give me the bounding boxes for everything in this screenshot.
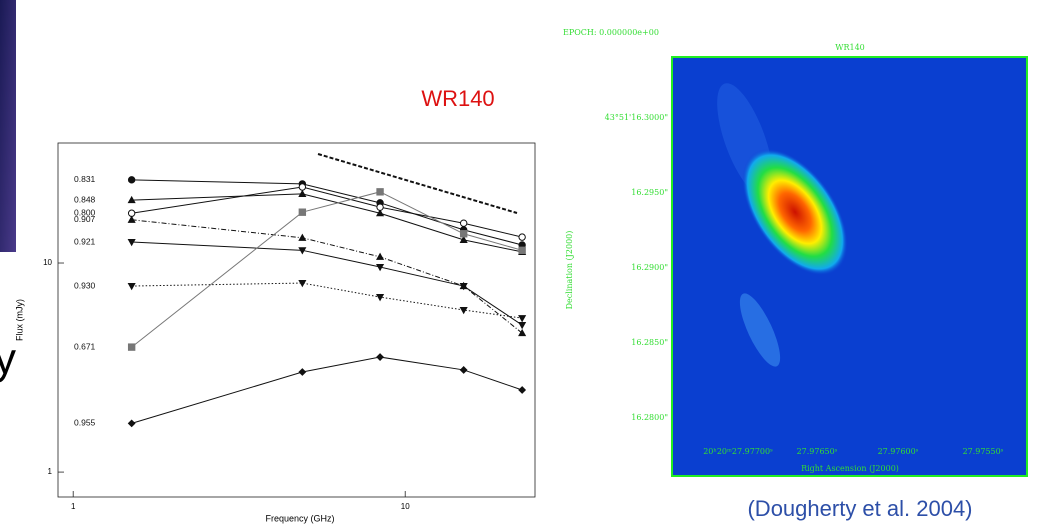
data-point [518,233,526,241]
data-point [518,315,527,323]
x-tick-label: 1 [71,502,76,511]
image-y-tick: 16.2850" [631,338,668,347]
data-point [376,209,385,217]
image-y-tick: 16.2950" [631,188,668,197]
image-y-tick: 16.2900" [631,263,668,272]
epoch-label: EPOCH: 0.000000e+00 [563,28,659,37]
y-tick-label: 1 [48,467,53,476]
data-point [127,343,136,351]
legend-label: 0.955 [74,418,96,428]
data-point [376,353,384,361]
slide-title: WR140 [421,86,494,111]
legend-label: 0.907 [74,214,96,224]
legend-label: 0.831 [74,174,96,184]
data-point [459,282,468,291]
background-image [0,0,16,252]
data-point [127,209,136,217]
data-point [298,279,307,288]
data-point [298,208,307,216]
x-axis-label: Frequency (GHz) [265,513,334,523]
data-point [518,321,527,330]
data-point [127,195,136,204]
legend-label: 0.800 [74,207,96,217]
image-feature [739,293,781,367]
image-y-label: Declination (J2000) [565,231,574,310]
citation: (Dougherty et al. 2004) [747,496,972,521]
legend-label: 0.930 [74,280,96,290]
data-point [298,183,307,191]
data-point [127,176,136,184]
data-point [127,215,136,223]
y-axis-label: Flux (mJy) [14,299,24,341]
image-x-tick: 20ʰ20ᵐ27.97700ˢ [703,447,773,456]
y-tick-label: 10 [43,258,52,267]
image-y-tick: 16.2800" [631,413,668,422]
image-title: WR140 [835,43,865,52]
legend-label: 0.671 [74,341,96,351]
data-point [376,188,384,196]
data-point [518,328,527,337]
slide-fragment: y [0,335,16,384]
data-point [376,252,385,260]
radio-image-panel: EPOCH: 0.000000e+00 WR140 Declination (J… [563,28,1028,477]
data-point [459,366,468,374]
data-point [298,189,307,197]
data-point [518,386,527,394]
data-point [518,246,526,255]
flux-chart: Flux (mJy) Frequency (GHz) 1 10 1 10 0.831 0.… [14,142,536,523]
data-point [459,306,468,315]
data-point [298,233,307,241]
plot-frame [57,142,536,498]
data-point [376,203,384,211]
data-point [376,263,385,272]
image-x-label: Right Ascension (J2000) [801,464,899,473]
data-point [127,238,136,247]
reference-slope [317,153,518,214]
image-x-tick: 27.97600ˢ [878,447,919,456]
legend-label: 0.848 [74,194,96,204]
data-point [127,282,136,291]
data-point [298,247,307,255]
data-point [376,294,385,302]
legend-label: 0.921 [74,236,96,246]
image-frame [671,56,1028,477]
data-point [298,368,307,376]
image-x-tick: 27.97650ˢ [797,447,838,456]
x-tick-label: 10 [401,502,410,511]
source-emission [742,148,848,276]
data-point [127,419,136,428]
image-y-tick: 43°51'16.3000" [605,113,668,122]
image-x-tick: 27.97550ˢ [963,447,1004,456]
data-point [459,235,468,243]
data-point [459,219,468,227]
data-point [459,230,468,238]
